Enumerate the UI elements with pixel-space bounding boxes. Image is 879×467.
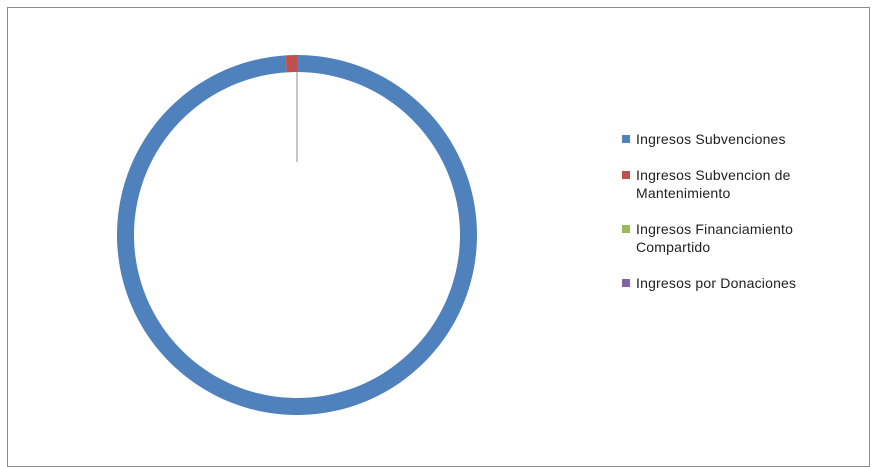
chart-legend: Ingresos Subvenciones Ingresos Subvencio… — [622, 130, 872, 292]
chart-area: Ingresos Subvenciones Ingresos Subvencio… — [7, 7, 870, 467]
legend-item-ingresos-financiamiento-compartido: Ingresos Financiamiento Compartido — [622, 220, 872, 256]
legend-label-ingresos-subvenciones: Ingresos Subvenciones — [636, 131, 786, 147]
legend-swatch-ingresos-subvenciones — [622, 135, 630, 143]
donut-slices — [117, 55, 478, 416]
legend-item-ingresos-subvencion-de-mantenimiento: Ingresos Subvencion de Mantenimiento — [622, 166, 872, 202]
legend-label-ingresos-subvencion-de-mantenimiento: Ingresos Subvencion de Mantenimiento — [636, 167, 791, 201]
legend-swatch-ingresos-subvencion-de-mantenimiento — [622, 171, 630, 179]
donut-slice-ingresos-subvencion-de-mantenimiento — [285, 55, 297, 73]
legend-item-ingresos-subvenciones: Ingresos Subvenciones — [622, 130, 872, 148]
donut-chart — [117, 55, 478, 416]
legend-item-ingresos-por-donaciones: Ingresos por Donaciones — [622, 274, 872, 292]
legend-label-ingresos-por-donaciones: Ingresos por Donaciones — [636, 275, 797, 291]
legend-swatch-ingresos-por-donaciones — [622, 279, 630, 287]
legend-swatch-ingresos-financiamiento-compartido — [622, 225, 630, 233]
legend-label-ingresos-financiamiento-compartido: Ingresos Financiamiento Compartido — [636, 221, 794, 255]
